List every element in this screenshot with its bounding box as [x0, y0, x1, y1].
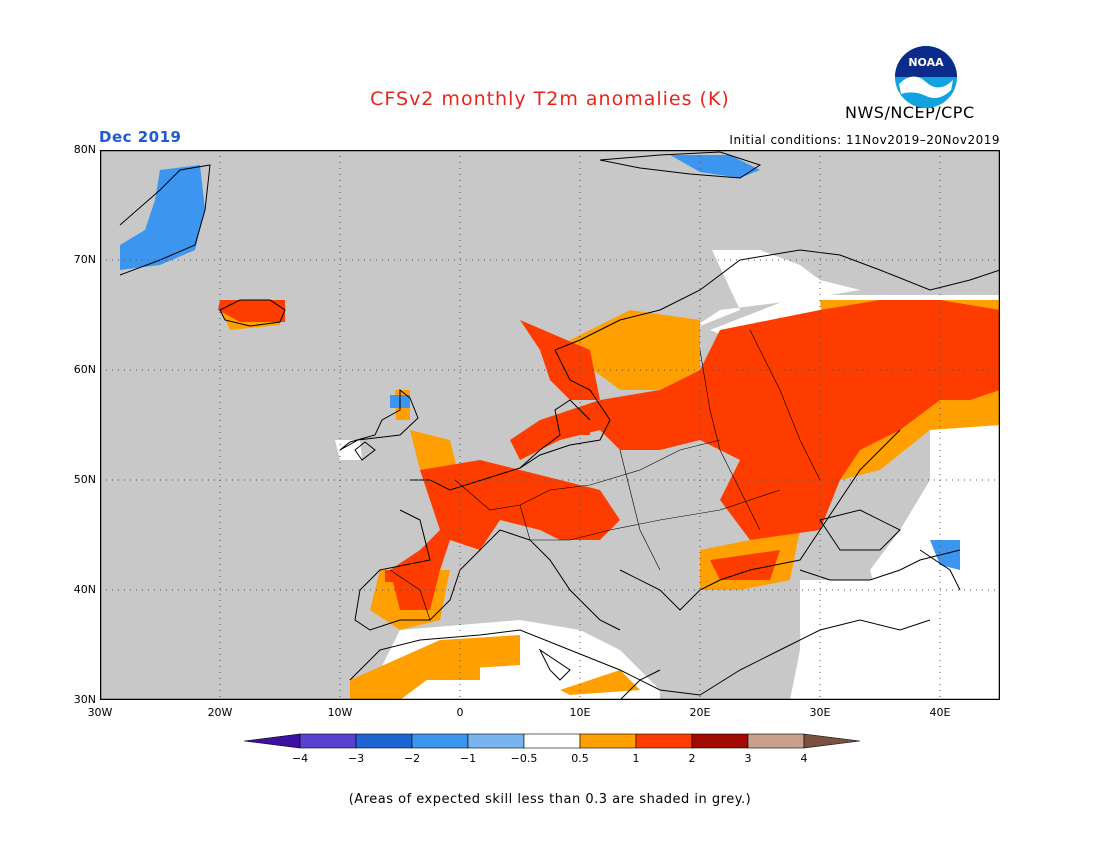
cool-anomaly-regions [120, 155, 960, 570]
lat-label: 30N [73, 693, 96, 706]
lat-label: 50N [73, 473, 96, 486]
colorbar-cell [747, 733, 805, 749]
map-frame [100, 150, 1000, 700]
temperature-anomaly-map [100, 150, 1000, 700]
lon-label: 30E [809, 706, 831, 719]
anomaly-colorbar: −4 −3 −2 −1 −0.5 0.5 1 2 3 4 [243, 733, 861, 765]
lon-label: 10E [569, 706, 591, 719]
lon-label: 40E [929, 706, 951, 719]
colorbar-cell [467, 733, 525, 749]
colorbar-tick-label: −1 [460, 752, 476, 765]
colorbar-cell [523, 733, 581, 749]
colorbar-cell [411, 733, 469, 749]
colorbar-cell [579, 733, 637, 749]
initial-conditions: Initial conditions: 11Nov2019–20Nov2019 [729, 133, 1000, 147]
forecast-period: Dec 2019 [99, 128, 182, 146]
lon-label: 20W [207, 706, 233, 719]
colorbar-tick-label: 4 [801, 752, 808, 765]
lon-label: 10W [327, 706, 353, 719]
skill-footnote: (Areas of expected skill less than 0.3 a… [348, 792, 752, 807]
colorbar-max-arrow [803, 733, 861, 749]
colorbar-tick-label: 3 [745, 752, 752, 765]
graticule [100, 150, 1000, 700]
colorbar-cell [355, 733, 413, 749]
colorbar-tick-label: 2 [689, 752, 696, 765]
colorbar-cell [635, 733, 693, 749]
noaa-logo-text: NOAA [908, 56, 944, 69]
agency-label: NWS/NCEP/CPC [845, 103, 975, 122]
lon-label: 20E [689, 706, 711, 719]
colorbar-tick-label: −2 [404, 752, 420, 765]
colorbar-min-arrow [243, 733, 301, 749]
colorbar-tick-label: 1 [633, 752, 640, 765]
lat-label: 70N [73, 253, 96, 266]
colorbar-cell [691, 733, 749, 749]
lon-label: 30W [87, 706, 113, 719]
coastlines [119, 151, 1000, 700]
lon-label: 0 [456, 706, 464, 719]
noaa-logo: NOAA [895, 46, 957, 108]
lat-label: 40N [73, 583, 96, 596]
lat-label: 60N [73, 363, 96, 376]
colorbar-cell [299, 733, 357, 749]
map-title: CFSv2 monthly T2m anomalies (K) [370, 88, 730, 110]
colorbar-tick-label: −3 [348, 752, 364, 765]
colorbar-tick-label: −4 [292, 752, 308, 765]
lat-label: 80N [73, 143, 96, 156]
colorbar-tick-label: −0.5 [511, 752, 538, 765]
country-borders [389, 329, 821, 621]
colorbar-tick-label: 0.5 [571, 752, 589, 765]
